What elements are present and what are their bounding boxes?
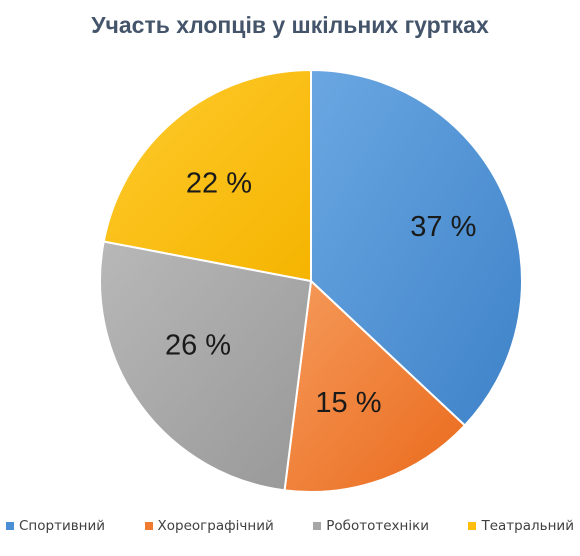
legend-item: Робототехніки xyxy=(313,518,429,534)
chart-title: Участь хлопців у шкільних гуртках xyxy=(91,12,489,38)
legend-item: Спортивний xyxy=(6,518,105,534)
legend-swatch xyxy=(144,522,153,530)
slice-data-label: 15 % xyxy=(315,387,381,419)
legend-item: Театральний xyxy=(468,518,574,534)
legend-label: Робототехніки xyxy=(326,518,430,534)
legend-swatch xyxy=(6,522,14,530)
slice-data-label: 22 % xyxy=(186,167,252,199)
legend-item: Хореографічний xyxy=(144,518,274,534)
legend-label: Хореографічний xyxy=(157,518,274,534)
legend-label: Театральний xyxy=(481,518,574,534)
legend-swatch xyxy=(313,522,322,530)
slice-data-label: 37 % xyxy=(410,211,476,243)
legend-label: Спортивний xyxy=(19,518,106,534)
slice-data-label: 26 % xyxy=(165,330,231,362)
legend-swatch xyxy=(468,522,477,530)
pie-slice-1 xyxy=(310,68,523,427)
legend: Спортивний Хореографічний Робототехніки Теа… xyxy=(6,518,574,534)
pie-slice-4 xyxy=(102,68,312,283)
pie-chart: 37 % 15 % 26 % 22 % xyxy=(99,68,523,493)
pie-slice-3 xyxy=(99,240,313,492)
pie-slice-2 xyxy=(283,278,467,493)
